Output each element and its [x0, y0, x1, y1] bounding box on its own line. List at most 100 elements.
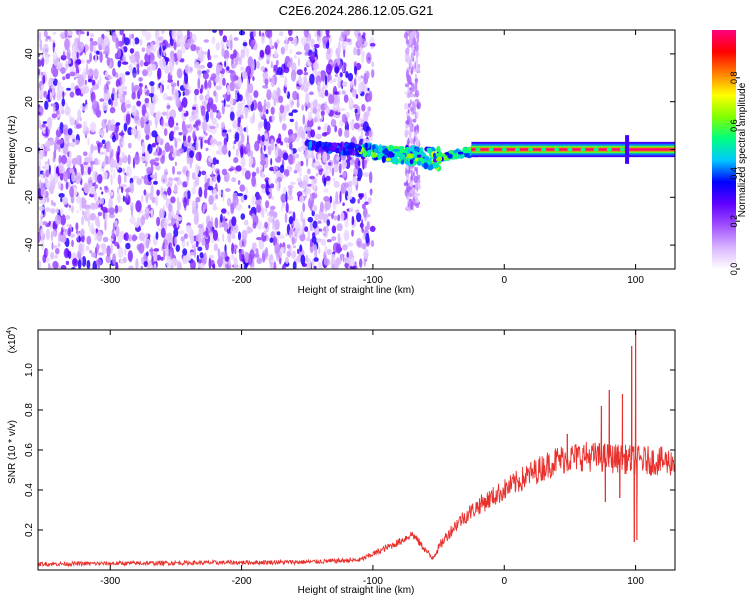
- spectrogram-cell: [291, 109, 298, 113]
- spectrogram-cell: [143, 260, 148, 268]
- spectrogram-cell: [84, 44, 89, 52]
- spectrogram-cell: [182, 91, 185, 97]
- spectrogram-cell: [457, 151, 464, 155]
- spectrogram-cell: [378, 148, 382, 153]
- spectrogram-cell: [211, 117, 217, 125]
- snr-y-axis-label: SNR (10 * v/v): [7, 420, 18, 484]
- spectrogram-cell: [246, 94, 253, 106]
- spectrogram-cell: [86, 235, 92, 245]
- spectrogram-cell: [210, 139, 214, 145]
- spectrogram-cell: [226, 228, 230, 234]
- spectrogram-cell: [169, 66, 173, 76]
- spectrogram-cell: [339, 72, 343, 78]
- spectrogram-cell: [292, 261, 297, 269]
- spectrogram-cell: [256, 220, 263, 230]
- spectrogram-cell: [362, 32, 366, 37]
- spectrogram-cell: [261, 134, 265, 142]
- spectrogram-cell: [371, 69, 375, 78]
- snr-y-tick-label: 1.0: [24, 363, 35, 377]
- spectrogram-cell: [416, 101, 421, 110]
- spectrogram-cell: [38, 205, 45, 211]
- spectrogram-cell: [367, 197, 372, 204]
- spectrogram-cell: [216, 159, 219, 165]
- spectrogram-cell: [305, 92, 310, 105]
- spectrogram-cell: [241, 171, 245, 176]
- spectrogram-cell: [367, 106, 372, 112]
- spectrogram-cell: [39, 39, 43, 51]
- spectrogram-cell: [202, 72, 209, 80]
- spectrogram-cell: [313, 43, 320, 49]
- spectrogram-cell: [195, 176, 200, 187]
- spectrogram-cell: [299, 165, 302, 178]
- spectrogram-cell: [284, 212, 288, 224]
- spectrogram-cell: [195, 196, 201, 203]
- spectrogram-cell: [281, 123, 287, 131]
- spectrogram-cell: [115, 225, 120, 238]
- spectrogram-cell: [146, 166, 152, 175]
- spectrogram-cell: [161, 111, 168, 116]
- spectrogram-cell: [274, 219, 280, 231]
- spectrogram-cell: [410, 68, 414, 75]
- spectrogram-cell: [78, 31, 81, 41]
- spectrogram-cell: [145, 192, 149, 204]
- spectrogram-cell: [161, 150, 165, 156]
- spectrogram-cell: [195, 120, 201, 125]
- spectrogram-cell: [217, 64, 223, 72]
- spectrogram-cell: [317, 126, 321, 130]
- spectrogram-cell: [193, 246, 197, 258]
- spectrogram-cell: [329, 145, 336, 152]
- spectrogram-cell: [117, 48, 122, 59]
- spectrogram-cell: [62, 226, 66, 230]
- spectrogram-cell: [324, 89, 329, 97]
- spectrogram-cell: [79, 199, 82, 212]
- spectrogram-cell: [406, 153, 415, 159]
- spectrogram-cell: [380, 153, 383, 159]
- spectrogram-cell: [80, 163, 84, 176]
- spectrogram-cell: [358, 145, 362, 153]
- spectrogram-cell: [307, 61, 312, 67]
- spectrogram-cell: [407, 48, 410, 52]
- spectrogram-cell: [76, 51, 79, 59]
- colorbar-ticks: 0.0 0.2 0.4 0.6 0.8: [729, 72, 740, 275]
- spectrogram-cell: [246, 134, 249, 145]
- spectrogram-cell: [412, 204, 415, 212]
- spectrogram-cell: [80, 104, 84, 110]
- spectrogram-cell: [203, 139, 210, 144]
- spectrogram-cell: [272, 216, 275, 228]
- spectrogram-cell: [322, 151, 328, 163]
- spectrogram-cell: [44, 38, 49, 42]
- spectrogram-cell: [42, 121, 48, 125]
- spectrogram-cell: [343, 229, 350, 242]
- spectrogram-cell: [343, 129, 350, 139]
- spectrogram-cell: [269, 37, 273, 49]
- spectrogram-cell: [357, 160, 361, 166]
- carrier-marker: [462, 147, 468, 152]
- spectrogram-cell: [276, 176, 283, 183]
- spectrogram-cell: [159, 84, 163, 94]
- colorbar-tick-label: 0.2: [729, 215, 739, 228]
- spectrogram-cell: [205, 132, 208, 136]
- spectrogram-cell: [325, 175, 331, 182]
- spectrogram-cell: [198, 262, 205, 269]
- spectrogram-cell: [234, 58, 239, 66]
- spectrogram-cell: [187, 135, 191, 143]
- spectrogram-cell: [209, 179, 213, 187]
- spectrogram-cell: [356, 48, 361, 56]
- spectrogram-cell: [280, 247, 285, 253]
- spectrogram-cell: [138, 77, 143, 82]
- spectrogram-cell: [45, 228, 51, 241]
- spectrogram-cell: [360, 50, 366, 57]
- spectrogram-cell: [247, 226, 253, 234]
- spectrogram-cell: [237, 231, 242, 241]
- spectrogram-cell: [89, 213, 97, 221]
- spectrogram-cell: [75, 88, 81, 96]
- spectrogram-cell: [187, 142, 193, 148]
- spectrogram-cell: [352, 159, 355, 164]
- spectrogram-cell: [115, 122, 121, 126]
- spectrogram-cell: [108, 98, 112, 105]
- spectrogram-cell: [255, 199, 261, 206]
- spectrogram-cell: [51, 241, 54, 251]
- carrier-marker: [528, 147, 534, 152]
- spectrogram-cell: [416, 31, 420, 40]
- spectrogram-cell: [195, 126, 200, 131]
